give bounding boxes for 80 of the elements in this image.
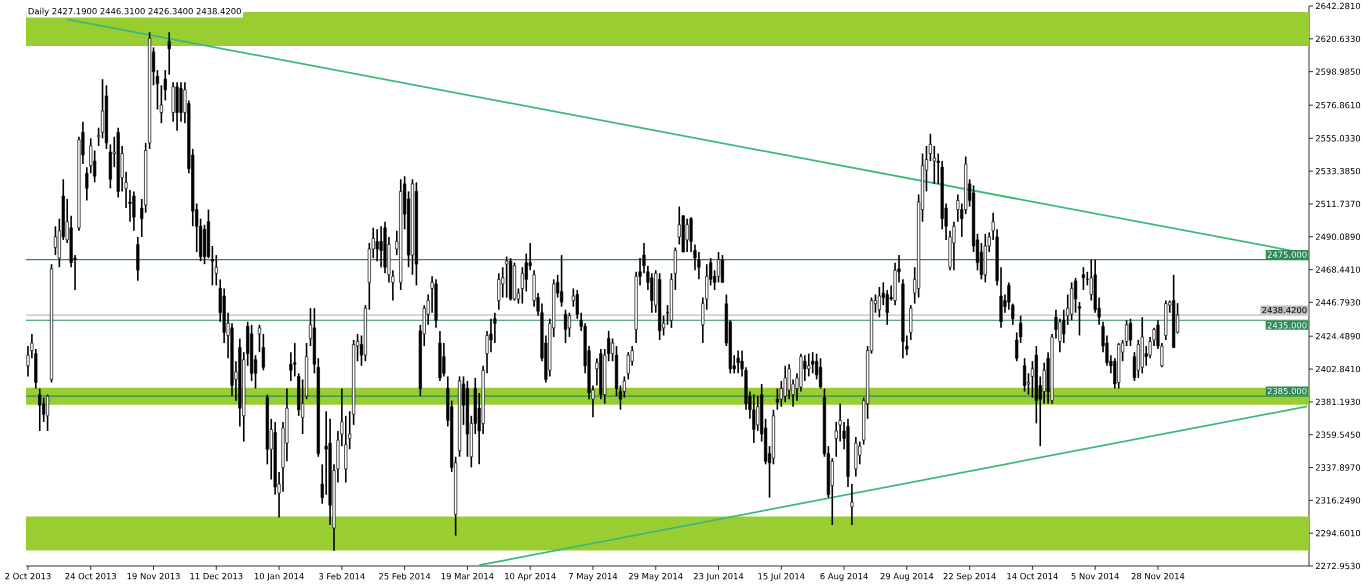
x-tick-label: 25 Feb 2014 bbox=[379, 572, 431, 580]
candlestick bbox=[736, 349, 740, 375]
candlestick bbox=[818, 357, 823, 390]
candlestick bbox=[610, 337, 615, 363]
y-tick-label: 2490.0890 bbox=[1315, 233, 1361, 240]
y-tick-label: 2359.5450 bbox=[1315, 431, 1361, 438]
y-tick-label: 2381.1930 bbox=[1315, 398, 1361, 406]
candlestick bbox=[100, 78, 105, 140]
candlestick bbox=[559, 254, 564, 308]
candlestick bbox=[167, 31, 171, 76]
y-tick-label: 2642.2810 bbox=[1315, 2, 1361, 10]
candlestick bbox=[210, 245, 214, 287]
x-tick-label: 10 Jan 2014 bbox=[254, 572, 304, 581]
candlestick bbox=[45, 393, 50, 432]
x-tick-label: 5 Nov 2014 bbox=[1071, 572, 1119, 580]
candlestick bbox=[811, 351, 815, 375]
x-tick-label: 28 Nov 2014 bbox=[1131, 572, 1185, 580]
y-tick-label: 2316.2490 bbox=[1315, 497, 1361, 504]
candlestick bbox=[952, 220, 956, 272]
y-tick-label: 2446.7930 bbox=[1315, 299, 1361, 306]
ref-line-label: 2438.4200 bbox=[1262, 306, 1307, 314]
y-tick-label: 2294.6010 bbox=[1315, 530, 1361, 537]
candlestick bbox=[850, 483, 854, 526]
x-tick-label: 7 May 2014 bbox=[568, 572, 618, 581]
x-tick-label: 14 Oct 2014 bbox=[1007, 572, 1058, 580]
y-tick-label: 2533.3850 bbox=[1315, 167, 1361, 175]
candlestick bbox=[1081, 266, 1085, 291]
candlestick bbox=[85, 166, 89, 202]
y-tick-label: 2598.9850 bbox=[1315, 68, 1361, 75]
candlestick bbox=[567, 311, 572, 338]
x-tick-label: 10 Apr 2014 bbox=[505, 572, 556, 581]
x-tick-label: 3 Feb 2014 bbox=[319, 572, 365, 580]
x-tick-label: 29 May 2014 bbox=[628, 572, 683, 581]
candlestick bbox=[442, 342, 446, 378]
candlestick bbox=[293, 342, 297, 378]
y-tick-label: 2576.8610 bbox=[1315, 102, 1361, 109]
candlestick bbox=[685, 217, 689, 253]
candlestick bbox=[132, 190, 136, 232]
y-tick-label: 2511.7370 bbox=[1315, 200, 1361, 208]
candlestick bbox=[783, 364, 787, 403]
candlestick bbox=[1022, 357, 1027, 393]
candlestick bbox=[155, 69, 160, 111]
y-tick-label: 2468.4410 bbox=[1315, 266, 1361, 273]
x-tick-label: 11 Dec 2013 bbox=[190, 572, 243, 580]
candlestick bbox=[53, 225, 58, 256]
candlestick bbox=[505, 255, 509, 299]
candlestick bbox=[618, 384, 623, 411]
candlestick bbox=[1077, 301, 1082, 337]
candlestick bbox=[301, 378, 305, 435]
candlestick bbox=[38, 387, 42, 432]
y-tick-label: 2620.6330 bbox=[1315, 35, 1361, 42]
x-tick-label: 19 Nov 2013 bbox=[127, 572, 180, 580]
candlestick bbox=[379, 225, 383, 269]
chart-title: Daily 2427.1900 2446.3100 2426.3400 2438.4200 bbox=[28, 7, 241, 16]
ref-line-label: 2435.000 bbox=[1267, 322, 1307, 329]
candlestick bbox=[716, 251, 721, 284]
x-tick-label: 22 Sep 2014 bbox=[943, 572, 996, 581]
x-tick-label: 2 Oct 2013 bbox=[5, 572, 51, 580]
candlestick bbox=[720, 254, 725, 284]
x-tick-label: 6 Aug 2014 bbox=[820, 572, 868, 581]
y-tick-label: 2272.9530 bbox=[1315, 562, 1361, 570]
y-tick-label: 2555.0330 bbox=[1315, 135, 1361, 142]
candlestick bbox=[858, 440, 862, 466]
x-tick-label: 29 Aug 2014 bbox=[880, 572, 934, 581]
ref-line-label: 2385.000 bbox=[1267, 387, 1307, 395]
candlestick bbox=[1128, 317, 1133, 347]
ref-line-label: 2475.000 bbox=[1267, 251, 1307, 258]
y-tick-label: 2402.8410 bbox=[1315, 365, 1361, 373]
x-tick-label: 15 Jul 2014 bbox=[758, 572, 805, 581]
candlestick bbox=[375, 228, 379, 262]
y-tick-label: 2424.4890 bbox=[1315, 333, 1361, 340]
x-tick-label: 19 Mar 2014 bbox=[441, 572, 494, 580]
candlestick bbox=[563, 308, 568, 344]
y-tick-label: 2337.8970 bbox=[1315, 464, 1361, 471]
candlestick bbox=[1073, 277, 1078, 314]
candlestick bbox=[807, 352, 811, 378]
candlestick bbox=[752, 393, 756, 444]
x-tick-label: 24 Oct 2013 bbox=[65, 572, 117, 580]
candlestick bbox=[877, 286, 881, 319]
x-tick-label: 23 Jun 2014 bbox=[693, 572, 744, 581]
